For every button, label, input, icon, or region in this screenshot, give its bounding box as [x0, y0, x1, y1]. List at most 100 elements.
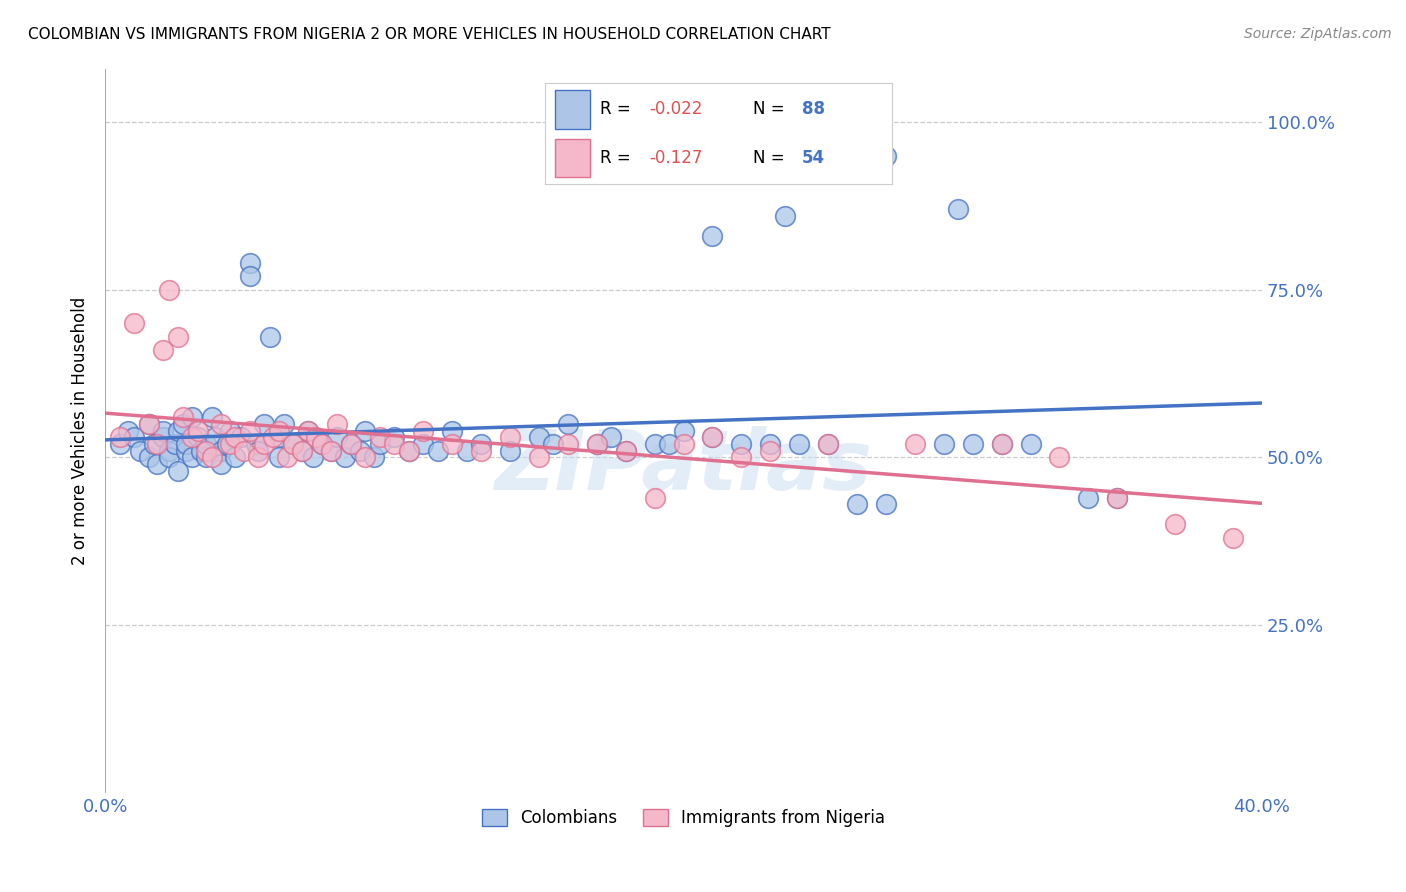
- Point: [644, 437, 666, 451]
- Point: [846, 497, 869, 511]
- Point: [1077, 491, 1099, 505]
- Point: [527, 450, 550, 465]
- Point: [195, 443, 218, 458]
- Point: [340, 437, 363, 451]
- Point: [224, 450, 246, 465]
- Point: [543, 437, 565, 451]
- Point: [1164, 517, 1187, 532]
- Point: [209, 457, 232, 471]
- Y-axis label: 2 or more Vehicles in Household: 2 or more Vehicles in Household: [72, 296, 89, 565]
- Point: [163, 437, 186, 451]
- Point: [932, 437, 955, 451]
- Point: [585, 437, 607, 451]
- Text: COLOMBIAN VS IMMIGRANTS FROM NIGERIA 2 OR MORE VEHICLES IN HOUSEHOLD CORRELATION: COLOMBIAN VS IMMIGRANTS FROM NIGERIA 2 O…: [28, 27, 831, 42]
- Point: [672, 437, 695, 451]
- Point: [1049, 450, 1071, 465]
- Point: [283, 437, 305, 451]
- Point: [229, 430, 252, 444]
- Point: [557, 437, 579, 451]
- Point: [157, 443, 180, 458]
- Point: [349, 443, 371, 458]
- Point: [875, 497, 897, 511]
- Point: [817, 437, 839, 451]
- Point: [948, 202, 970, 217]
- Point: [245, 437, 267, 451]
- Point: [441, 437, 464, 451]
- Point: [224, 430, 246, 444]
- Point: [311, 437, 333, 451]
- Point: [204, 430, 226, 444]
- Point: [108, 437, 131, 451]
- Point: [325, 417, 347, 431]
- Point: [354, 450, 377, 465]
- Point: [138, 417, 160, 431]
- Point: [614, 443, 637, 458]
- Point: [218, 424, 240, 438]
- Point: [672, 424, 695, 438]
- Point: [441, 424, 464, 438]
- Point: [787, 437, 810, 451]
- Point: [904, 437, 927, 451]
- Point: [311, 437, 333, 451]
- Point: [172, 417, 194, 431]
- Point: [702, 430, 724, 444]
- Point: [1107, 491, 1129, 505]
- Point: [108, 430, 131, 444]
- Point: [658, 437, 681, 451]
- Point: [187, 424, 209, 438]
- Point: [1019, 437, 1042, 451]
- Point: [166, 329, 188, 343]
- Point: [875, 149, 897, 163]
- Point: [247, 450, 270, 465]
- Point: [302, 450, 325, 465]
- Text: Source: ZipAtlas.com: Source: ZipAtlas.com: [1244, 27, 1392, 41]
- Point: [218, 437, 240, 451]
- Point: [354, 424, 377, 438]
- Point: [368, 430, 391, 444]
- Point: [201, 450, 224, 465]
- Point: [152, 343, 174, 358]
- Point: [759, 443, 782, 458]
- Point: [340, 437, 363, 451]
- Point: [146, 457, 169, 471]
- Point: [527, 430, 550, 444]
- Point: [319, 443, 342, 458]
- Point: [172, 410, 194, 425]
- Point: [166, 464, 188, 478]
- Point: [499, 430, 522, 444]
- Text: ZIPatlas: ZIPatlas: [495, 426, 873, 508]
- Point: [398, 443, 420, 458]
- Point: [253, 437, 276, 451]
- Point: [291, 443, 314, 458]
- Point: [122, 430, 145, 444]
- Point: [181, 430, 204, 444]
- Point: [990, 437, 1012, 451]
- Point: [267, 450, 290, 465]
- Point: [644, 491, 666, 505]
- Point: [363, 450, 385, 465]
- Point: [962, 437, 984, 451]
- Point: [195, 437, 218, 451]
- Point: [239, 424, 262, 438]
- Point: [759, 437, 782, 451]
- Point: [730, 437, 752, 451]
- Point: [773, 209, 796, 223]
- Point: [412, 437, 434, 451]
- Point: [209, 417, 232, 431]
- Point: [1107, 491, 1129, 505]
- Point: [276, 450, 298, 465]
- Point: [239, 269, 262, 284]
- Point: [190, 443, 212, 458]
- Point: [267, 424, 290, 438]
- Point: [146, 437, 169, 451]
- Point: [335, 450, 357, 465]
- Point: [267, 430, 290, 444]
- Point: [1222, 531, 1244, 545]
- Point: [470, 437, 492, 451]
- Point: [273, 417, 295, 431]
- Point: [253, 417, 276, 431]
- Point: [368, 437, 391, 451]
- Legend: Colombians, Immigrants from Nigeria: Colombians, Immigrants from Nigeria: [474, 800, 893, 835]
- Point: [730, 450, 752, 465]
- Point: [702, 430, 724, 444]
